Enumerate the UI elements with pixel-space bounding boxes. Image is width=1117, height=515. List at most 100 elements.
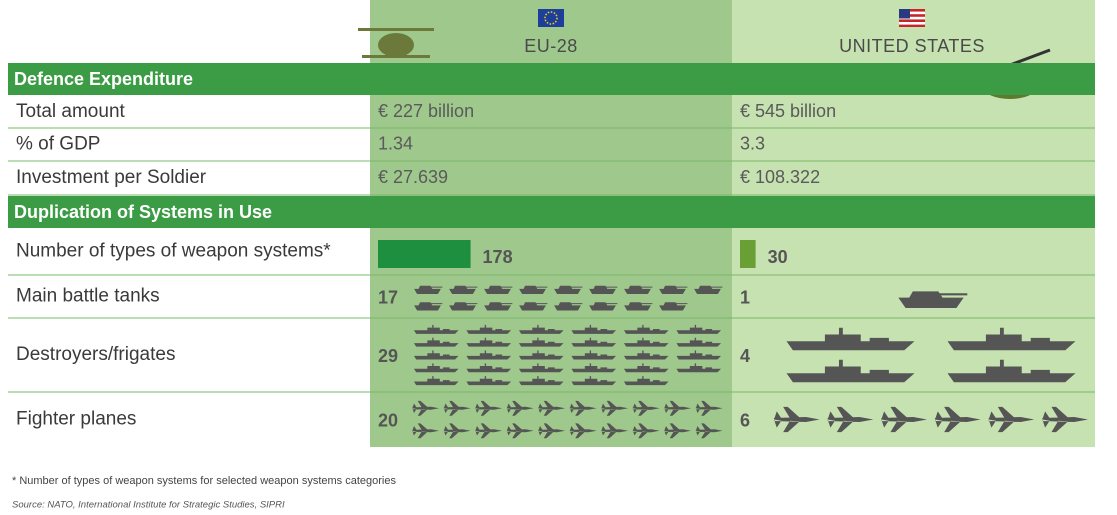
ship-icon xyxy=(518,376,564,386)
bar-value: 30 xyxy=(768,247,788,267)
plane-icon xyxy=(569,400,597,416)
plane-icon xyxy=(632,423,660,439)
plane-icon xyxy=(881,406,927,433)
plane-icon xyxy=(412,423,440,439)
cell-value: 1.34 xyxy=(378,133,413,153)
ship-icon xyxy=(947,359,1076,383)
plane-icon xyxy=(443,400,471,416)
ship-icon xyxy=(413,350,459,360)
ship-icon xyxy=(623,363,669,373)
cell-number: 1 xyxy=(740,287,750,307)
icon-group xyxy=(413,324,722,386)
bar xyxy=(740,240,756,268)
column-header: UNITED STATES xyxy=(839,36,985,56)
ship-icon xyxy=(676,350,722,360)
helicopter-icon xyxy=(358,28,434,58)
tank-icon xyxy=(414,285,443,295)
icon-group xyxy=(414,285,723,311)
plane-icon xyxy=(664,423,692,439)
plane-icon xyxy=(569,423,597,439)
ship-icon xyxy=(466,376,512,386)
plane-icon xyxy=(443,423,471,439)
plane-icon xyxy=(412,400,440,416)
source: Source: NATO, International Institute fo… xyxy=(12,500,285,511)
cell-value: 3.3 xyxy=(740,133,765,153)
ship-icon xyxy=(466,350,512,360)
plane-icon xyxy=(538,423,566,439)
icon-group xyxy=(898,291,968,309)
plane-icon xyxy=(664,400,692,416)
tank-icon xyxy=(624,285,653,295)
ship-icon xyxy=(466,363,512,373)
icon-group xyxy=(774,406,1088,433)
cell-number: 6 xyxy=(740,410,750,430)
section-title: Duplication of Systems in Use xyxy=(14,202,272,222)
plane-icon xyxy=(475,423,503,439)
ship-icon xyxy=(413,324,459,334)
plane-icon xyxy=(601,423,629,439)
tank-icon xyxy=(449,302,478,311)
bar xyxy=(378,240,471,268)
section-title: Defence Expenditure xyxy=(14,69,193,89)
icon-group xyxy=(412,400,723,439)
row-label: Destroyers/frigates xyxy=(16,344,175,365)
ship-icon xyxy=(466,337,512,347)
cell-number: 17 xyxy=(378,287,398,307)
tank-icon xyxy=(589,285,618,295)
ship-icon xyxy=(518,324,564,334)
plane-icon xyxy=(988,406,1035,433)
plane-icon xyxy=(774,406,820,433)
ship-icon xyxy=(947,327,1076,351)
plane-icon xyxy=(506,400,534,416)
tank-icon xyxy=(898,291,968,309)
ship-icon xyxy=(413,337,459,347)
tank-icon xyxy=(414,302,443,311)
ship-icon xyxy=(571,350,617,360)
ship-icon xyxy=(786,359,915,383)
section-band xyxy=(8,63,1095,95)
ship-icon xyxy=(571,363,617,373)
tank-icon xyxy=(484,302,513,311)
plane-icon xyxy=(695,400,723,416)
ship-icon xyxy=(623,337,669,347)
bar-value: 178 xyxy=(483,247,513,267)
cell-value: € 27.639 xyxy=(378,167,448,187)
tank-icon xyxy=(519,285,548,295)
ship-icon xyxy=(571,376,617,386)
ship-icon xyxy=(518,350,564,360)
tank-icon xyxy=(694,285,723,295)
plane-icon xyxy=(506,423,534,439)
tank-icon xyxy=(554,285,583,295)
ship-icon xyxy=(413,363,459,373)
ship-icon xyxy=(623,376,669,386)
ship-icon xyxy=(623,350,669,360)
ship-icon xyxy=(466,324,512,334)
eu-flag xyxy=(538,9,564,27)
tank-icon xyxy=(449,285,478,295)
row-label: Investment per Soldier xyxy=(16,167,207,188)
ship-icon xyxy=(518,363,564,373)
cell-value: € 108.322 xyxy=(740,167,820,187)
cell-value: € 545 billion xyxy=(740,101,836,121)
tank-icon xyxy=(554,302,583,311)
plane-icon xyxy=(601,400,629,416)
ship-icon xyxy=(676,363,722,373)
icon-group xyxy=(786,327,1076,383)
cell-number: 4 xyxy=(740,346,750,366)
tank-icon xyxy=(659,302,688,311)
row-label: % of GDP xyxy=(16,134,100,155)
row-label: Total amount xyxy=(16,101,126,122)
row-label: Number of types of weapon systems* xyxy=(16,241,331,262)
ship-icon xyxy=(676,337,722,347)
tank-icon xyxy=(589,302,618,311)
us-flag xyxy=(899,9,925,27)
ship-icon xyxy=(623,324,669,334)
tank-icon xyxy=(624,302,653,311)
row-label: Fighter planes xyxy=(16,409,136,430)
plane-icon xyxy=(632,400,660,416)
section-band xyxy=(8,196,1095,228)
cell-value: € 227 billion xyxy=(378,101,474,121)
tank-icon xyxy=(484,285,513,295)
plane-icon xyxy=(935,406,981,433)
ship-icon xyxy=(571,324,617,334)
